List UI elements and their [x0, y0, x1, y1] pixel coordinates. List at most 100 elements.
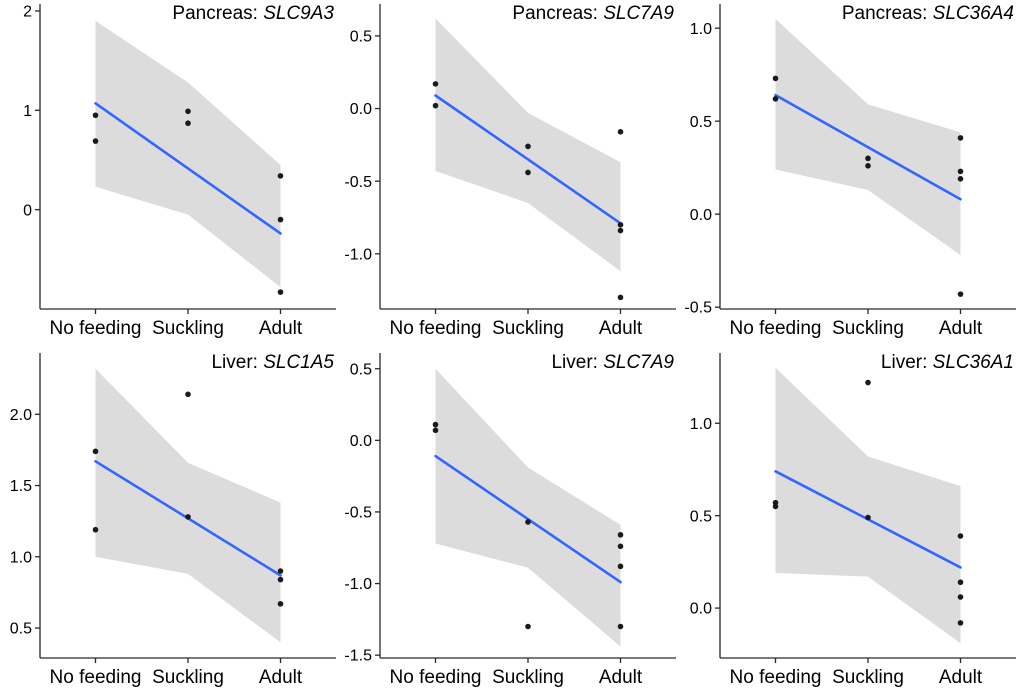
scatter-plot: 1.0 0.5 0.0 -0.5 No feeding Suckling Adult Panc… — [684, 3, 1016, 339]
x-tick-label: Adult — [259, 667, 303, 688]
confidence-band — [775, 18, 961, 256]
data-point — [432, 421, 439, 428]
scatter-plot: 0.5 0.0 -0.5 -1.0 -1.5 No feeding Suckling Adul… — [344, 352, 676, 688]
y-tick-label: 2 — [23, 4, 32, 21]
data-point — [617, 563, 624, 570]
data-point — [617, 532, 624, 538]
data-point — [772, 96, 779, 102]
data-point — [92, 448, 99, 455]
panel-title-gene: SLC1A5 — [263, 352, 334, 373]
x-tick-label: Suckling — [832, 318, 904, 339]
chart-panel-2: 0.5 0.0 -0.5 -1.0 No feeding Suckling Adult Pan… — [340, 0, 680, 349]
y-tick-label: -0.5 — [344, 174, 372, 191]
x-tick-label: Suckling — [832, 667, 904, 688]
panel-title-tissue: Pancreas: — [512, 3, 603, 24]
data-point — [957, 533, 964, 539]
data-point — [92, 138, 99, 144]
data-point — [617, 294, 624, 301]
trend-line — [434, 94, 622, 225]
scatter-plot: 2.0 1.5 1.0 0.5 No feeding Suckling Adult Liver… — [10, 352, 336, 688]
x-tick-label: Adult — [599, 667, 643, 688]
y-tick-label: -1.0 — [344, 576, 372, 593]
panel-title: Liver: SLC7A9 — [551, 352, 674, 373]
chart-panel-5: 0.5 0.0 -0.5 -1.0 -1.5 No feeding Suckling Adul… — [340, 349, 680, 698]
scatter-plot: 1.0 0.5 0.0 No feeding Suckling Adult Liver: S… — [690, 352, 1016, 688]
y-tick-label: 0.5 — [350, 361, 372, 378]
chart-panel-4: 2.0 1.5 1.0 0.5 No feeding Suckling Adult Liver… — [0, 349, 340, 698]
data-point — [277, 216, 284, 223]
x-tick-label: Suckling — [152, 318, 224, 339]
confidence-band — [775, 367, 961, 644]
data-point — [525, 623, 531, 630]
data-point — [617, 543, 624, 550]
y-tick-label: 0.5 — [690, 114, 712, 131]
data-point — [432, 81, 439, 87]
trend-line — [434, 454, 622, 584]
confidence-band — [95, 368, 281, 643]
y-tick-label: 0.0 — [690, 601, 712, 618]
panel-title: Pancreas: SLC36A4 — [842, 3, 1014, 24]
data-point — [185, 391, 191, 398]
data-point — [277, 576, 284, 583]
data-point — [957, 594, 964, 600]
y-tick-label: -0.5 — [684, 300, 712, 317]
panel-title: Liver: SLC36A1 — [881, 352, 1014, 373]
scatter-plot: 2 1 0 No feeding Suckling Adult Pancreas: SLC9… — [23, 3, 336, 339]
data-point — [957, 291, 964, 297]
y-tick-label: 2.0 — [10, 407, 32, 424]
data-point — [525, 143, 531, 150]
x-tick-label: No feeding — [730, 318, 822, 339]
x-tick-label: Suckling — [492, 318, 564, 339]
data-point — [617, 221, 624, 228]
y-tick-label: 0.0 — [350, 101, 372, 118]
data-point — [617, 129, 624, 135]
x-tick-label: No feeding — [730, 667, 822, 688]
x-tick-label: Adult — [939, 318, 983, 339]
data-point — [92, 112, 99, 119]
y-tick-label: 0.5 — [350, 29, 372, 46]
y-tick-label: 0.0 — [350, 433, 372, 450]
data-point — [865, 514, 871, 521]
panel-title-tissue: Pancreas: — [842, 3, 933, 24]
y-tick-label: -0.5 — [344, 505, 372, 522]
confidence-band — [95, 20, 281, 288]
y-tick-label: 1.0 — [690, 416, 712, 433]
data-point — [525, 519, 531, 525]
trend-line — [774, 93, 962, 201]
panel-title-tissue: Pancreas: — [172, 3, 263, 24]
y-tick-label: 0.5 — [10, 621, 32, 638]
data-point — [617, 623, 624, 630]
data-point — [277, 289, 284, 295]
data-point — [957, 579, 964, 586]
data-point — [432, 102, 439, 109]
data-point — [957, 135, 964, 141]
panel-title-gene: SLC7A9 — [603, 352, 674, 373]
x-tick-label: No feeding — [50, 318, 142, 339]
data-point — [772, 503, 779, 510]
data-point — [865, 162, 871, 169]
x-tick-label: Suckling — [152, 667, 224, 688]
data-point — [865, 155, 871, 162]
data-point — [617, 227, 624, 234]
data-point — [185, 120, 191, 127]
panel-title-tissue: Liver: — [211, 352, 263, 373]
y-tick-label: 1.0 — [690, 21, 712, 38]
y-tick-label: 1 — [23, 103, 32, 120]
x-tick-label: No feeding — [390, 318, 482, 339]
panel-title: Pancreas: SLC7A9 — [512, 3, 674, 24]
data-point — [525, 169, 531, 176]
panel-title-gene: SLC7A9 — [603, 3, 674, 24]
data-point — [277, 173, 284, 179]
data-point — [772, 75, 779, 82]
y-tick-label: 0.0 — [690, 207, 712, 224]
chart-panel-6: 1.0 0.5 0.0 No feeding Suckling Adult Liver: S… — [680, 349, 1020, 698]
data-point — [957, 168, 964, 175]
chart-panel-3: 1.0 0.5 0.0 -0.5 No feeding Suckling Adult Panc… — [680, 0, 1020, 349]
x-tick-label: No feeding — [50, 667, 142, 688]
data-point — [957, 620, 964, 626]
panel-title: Pancreas: SLC9A3 — [172, 3, 334, 24]
y-tick-label: 0 — [23, 202, 32, 219]
data-point — [277, 568, 284, 574]
x-tick-label: No feeding — [390, 667, 482, 688]
